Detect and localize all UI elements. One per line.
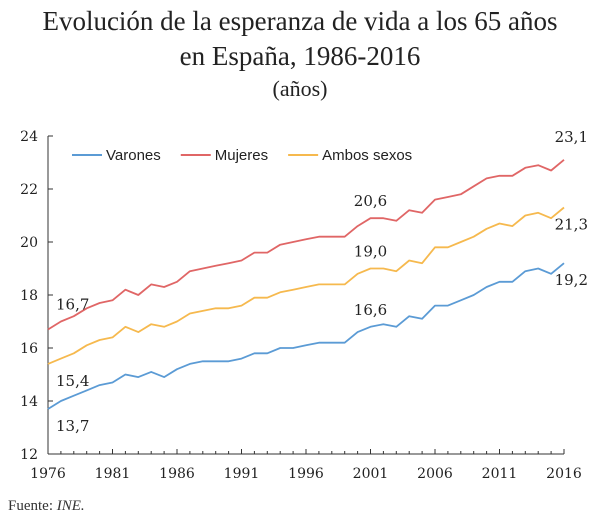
chart-subtitle: (años) [272,76,328,101]
data-label: 23,1 [555,128,588,146]
data-label: 15,4 [56,372,89,390]
chart-title-line2: en España, 1986-2016 [179,41,421,71]
data-label: 16,7 [56,295,89,313]
y-tick-label: 16 [20,341,38,357]
series-line-mujeres [47,159,565,331]
y-tick-label: 14 [20,394,38,410]
source-note: Fuente: INE. [8,498,85,515]
x-tick-label: 2006 [417,466,453,482]
y-tick-label: 24 [20,129,38,145]
source-name: INE. [56,498,85,514]
x-tick-label: 1981 [95,466,131,482]
legend-label-varones: Varones [106,147,161,164]
chart-title-line1: Evolución de la esperanza de vida a los … [42,6,558,36]
data-label: 21,3 [555,216,588,234]
data-label: 19,2 [555,271,588,289]
x-tick-label: 1976 [30,466,66,482]
y-tick-label: 18 [20,288,38,304]
data-label: 13,7 [56,417,89,435]
chart-title: Evolución de la esperanza de vida a los … [0,4,600,74]
y-tick-label: 12 [20,447,38,463]
legend-label-ambos-sexos: Ambos sexos [322,147,412,164]
data-label: 20,6 [354,192,387,210]
data-label: 16,6 [354,301,387,319]
x-tick-label: 2011 [482,466,518,482]
series-line-ambos-sexos [47,206,565,365]
x-tick-label: 1996 [288,466,324,482]
x-tick-label: 2016 [546,466,582,482]
x-tick-label: 1986 [159,466,195,482]
y-tick-label: 20 [20,235,38,251]
y-tick-label: 22 [20,182,38,198]
series-line-varones [47,262,565,410]
data-label: 19,0 [354,243,387,261]
x-tick-label: 1991 [224,466,260,482]
x-tick-label: 2001 [353,466,389,482]
source-prefix: Fuente: [8,498,57,514]
legend-label-mujeres: Mujeres [215,147,268,164]
